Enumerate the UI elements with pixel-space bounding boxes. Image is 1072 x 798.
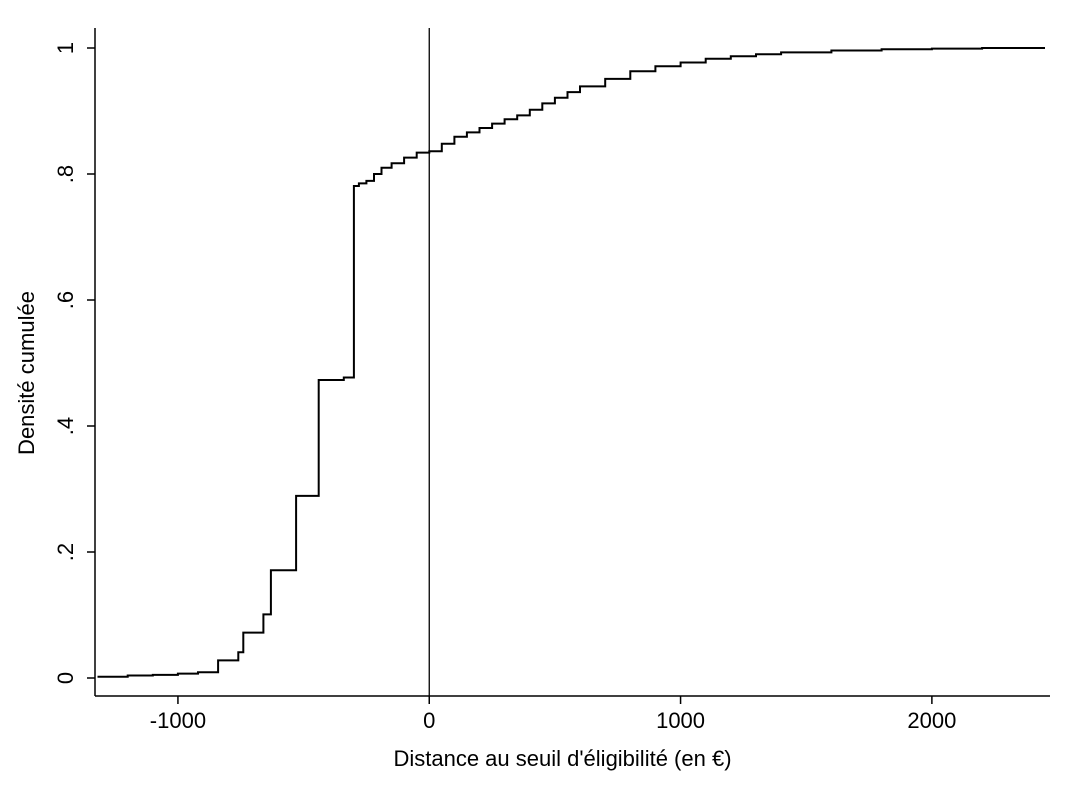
series-layer [97, 47, 1045, 678]
x-axis-title: Distance au seuil d'éligibilité (en €) [393, 746, 731, 771]
x-tick-label: 1000 [656, 708, 705, 733]
x-tick-label: 0 [423, 708, 435, 733]
x-tick-label: 2000 [907, 708, 956, 733]
y-tick-label: 0 [53, 672, 78, 684]
x-tick-label: -1000 [150, 708, 206, 733]
y-tick-label: .2 [53, 543, 78, 561]
y-tick-label: .4 [53, 417, 78, 435]
y-tick-label: .8 [53, 165, 78, 183]
x-axis-ticks: -1000 0 1000 2000 [150, 696, 956, 733]
cdf-series-line [97, 47, 1045, 678]
y-tick-label: 1 [53, 42, 78, 54]
y-axis-ticks: 0 .2 .4 .6 .8 1 [53, 42, 95, 684]
y-axis-title: Densité cumulée [14, 291, 39, 455]
plot-area: -1000 0 1000 2000 0 .2 .4 .6 .8 1 [53, 28, 1050, 733]
y-tick-label: .6 [53, 291, 78, 309]
